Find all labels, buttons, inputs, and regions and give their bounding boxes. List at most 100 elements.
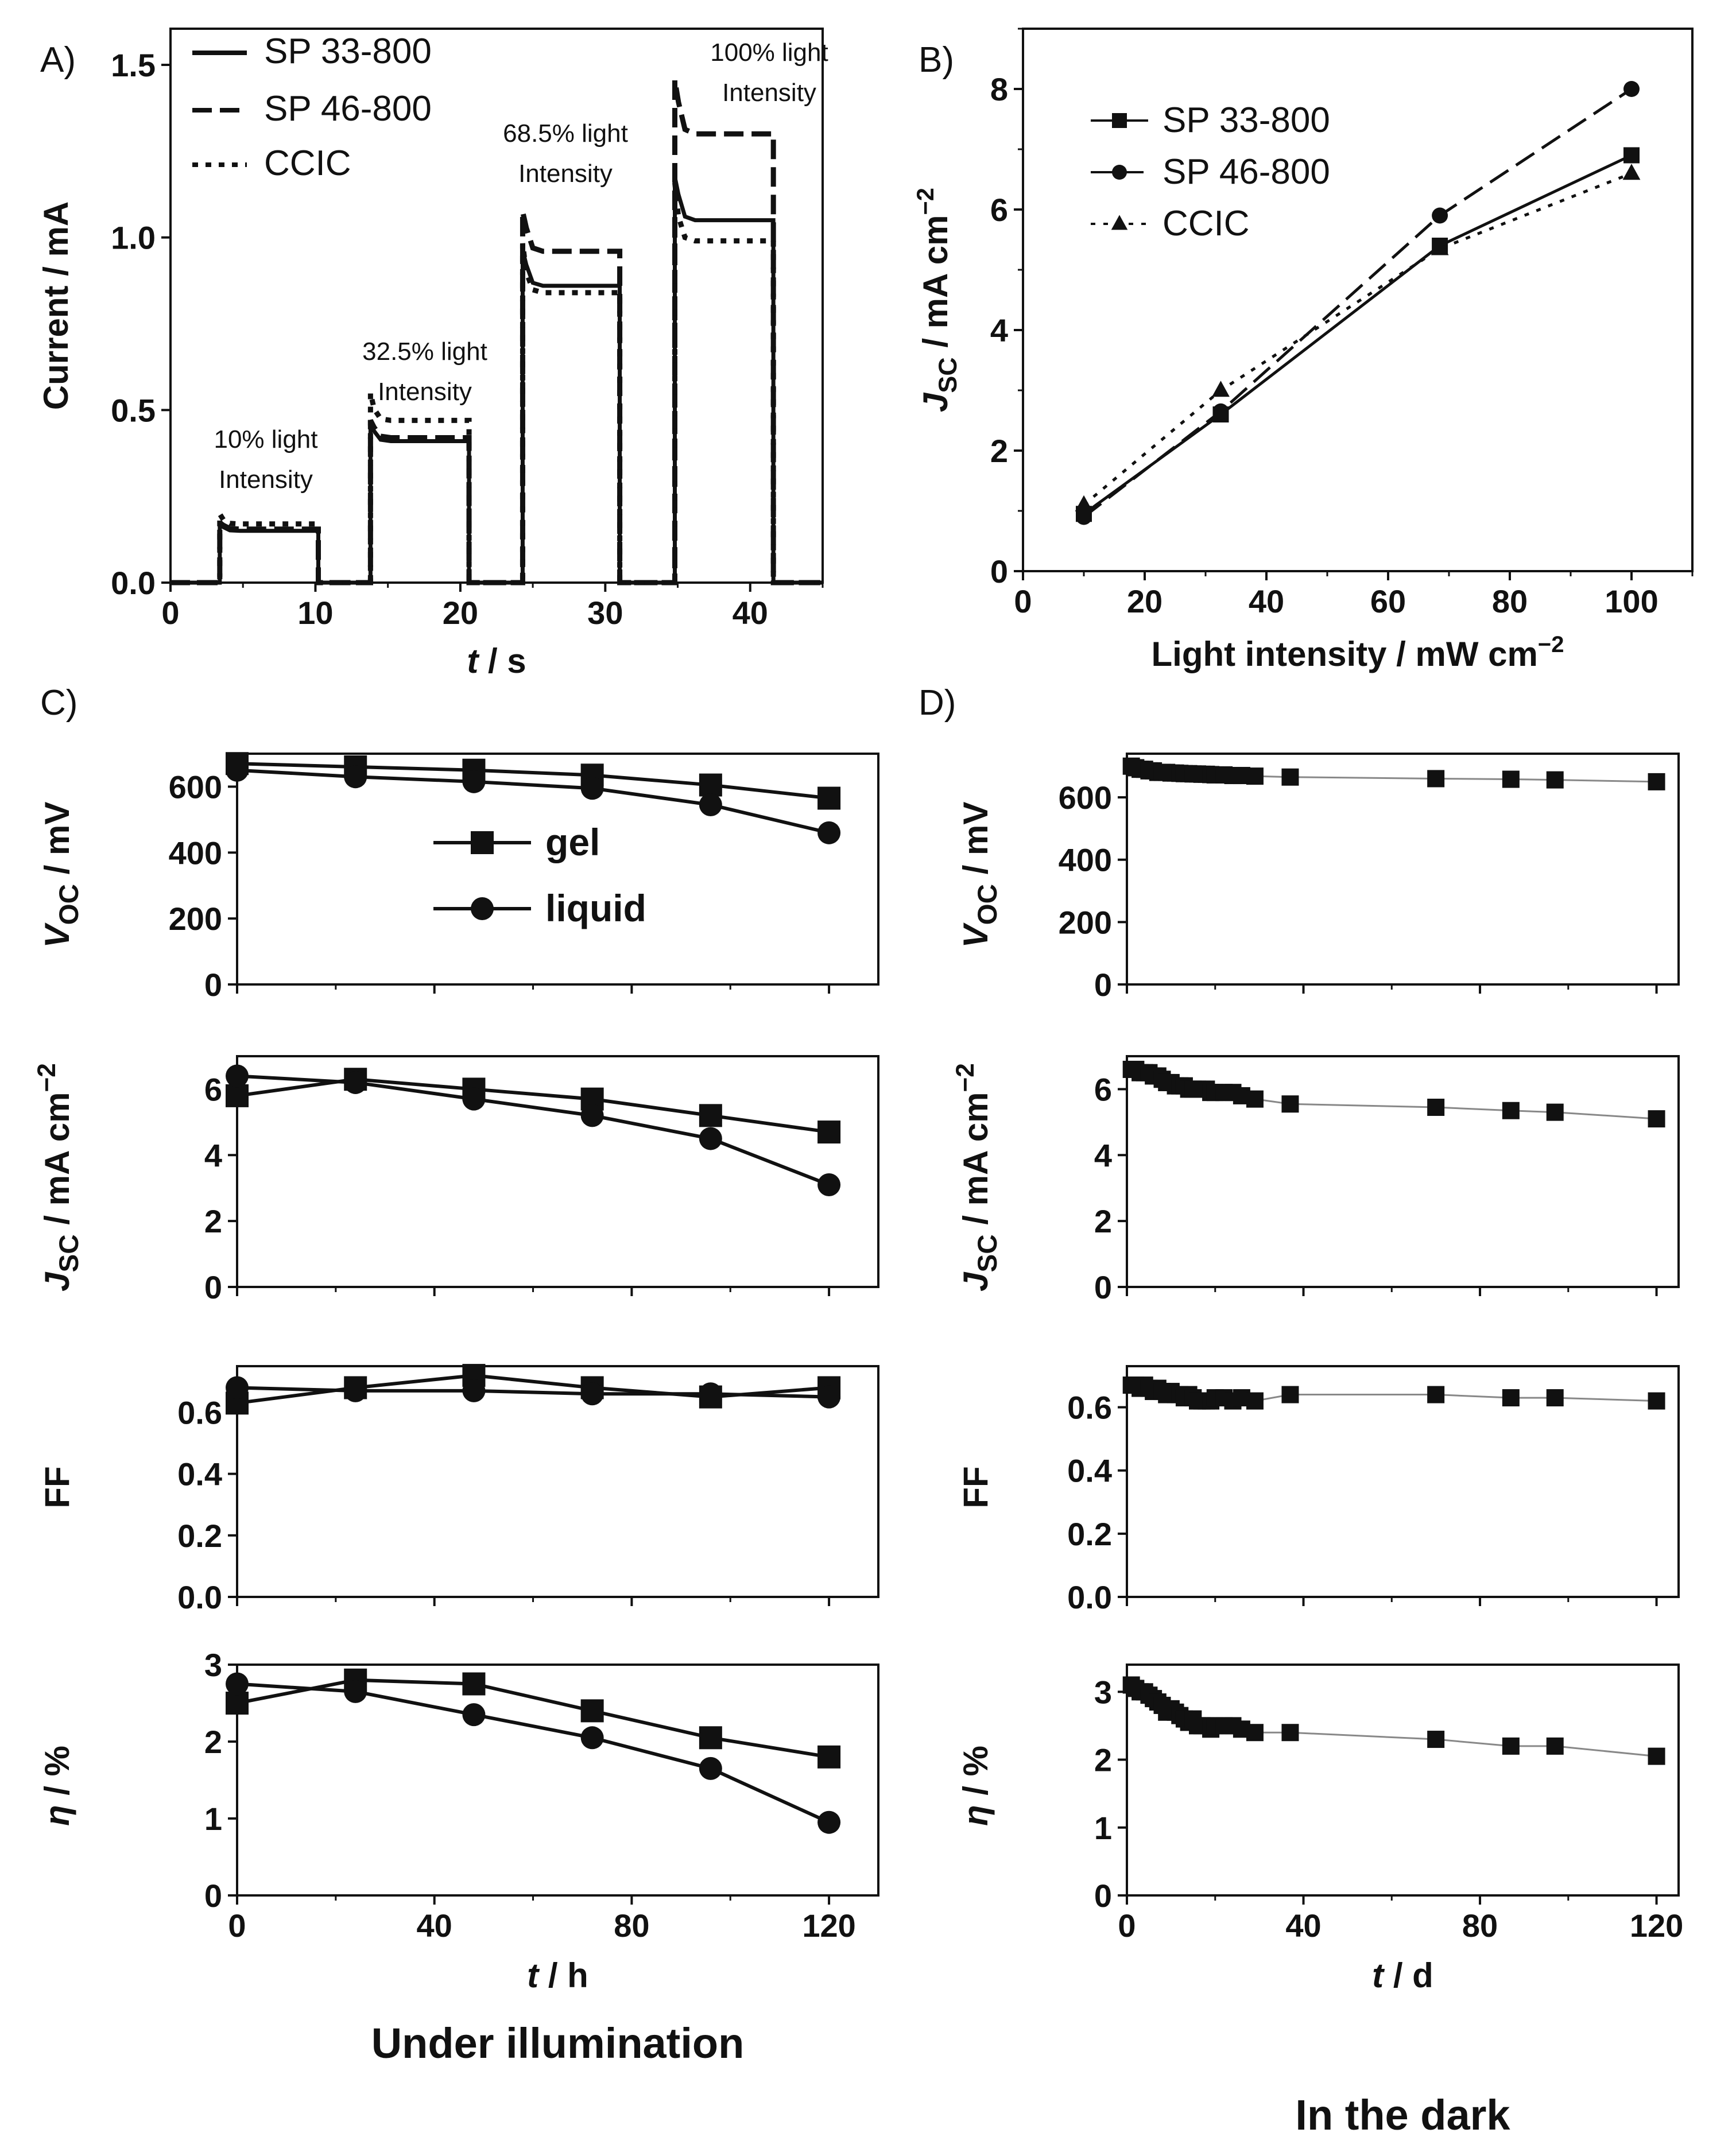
data-point <box>462 1703 486 1727</box>
panel-label: A) <box>40 40 76 80</box>
y-tick-label: 2 <box>1094 1742 1112 1778</box>
data-point <box>1246 1392 1264 1410</box>
y-axis-label: FF <box>38 1466 76 1508</box>
y-tick-label: 8 <box>990 71 1008 107</box>
x-tick-label: 80 <box>614 1907 649 1944</box>
data-point <box>226 1692 249 1715</box>
x-tick-label: 40 <box>733 595 768 631</box>
data-point <box>1648 1392 1665 1410</box>
series-line-liquid <box>237 1074 830 1186</box>
data-point <box>344 765 367 789</box>
data-point <box>699 1382 722 1406</box>
data-point <box>1075 495 1093 511</box>
data-point <box>226 758 249 782</box>
data-point <box>580 777 604 800</box>
y-tick-label: 0 <box>1094 1878 1112 1914</box>
y-tick-label: 0 <box>204 1269 222 1305</box>
caption: In the dark <box>1295 2091 1510 2139</box>
data-point <box>580 1382 604 1406</box>
y-axis-label: JSC / mA cm−2 <box>951 1063 1003 1292</box>
data-point <box>1623 81 1640 97</box>
data-point <box>817 1173 841 1196</box>
y-tick-label: 0.4 <box>1067 1453 1112 1489</box>
data-point <box>1502 1389 1520 1407</box>
data-point <box>1502 1737 1520 1755</box>
series-line-sp-46-800 <box>170 79 823 586</box>
pulse-annotation: 68.5% light <box>503 119 628 148</box>
data-point <box>1281 1386 1299 1403</box>
data-point <box>1546 1737 1564 1755</box>
data-point <box>817 1120 841 1144</box>
data-point <box>699 1104 722 1127</box>
x-tick-label: 40 <box>1249 583 1284 619</box>
pulse-annotation: Intensity <box>219 466 313 494</box>
data-point <box>1427 1099 1445 1116</box>
x-tick-label: 120 <box>802 1907 855 1944</box>
data-point <box>462 1379 486 1402</box>
y-tick-label: 0 <box>204 1878 222 1914</box>
panel-label: D) <box>919 683 956 723</box>
data-point <box>1623 147 1640 164</box>
x-axis-label: Light intensity / mW cm−2 <box>1152 632 1564 673</box>
y-tick-label: 2 <box>204 1724 222 1760</box>
y-tick-label: 0 <box>1094 967 1112 1003</box>
x-tick-label: 20 <box>1127 583 1162 619</box>
y-tick-label: 0.6 <box>177 1394 222 1430</box>
data-point <box>1546 1103 1564 1121</box>
x-tick-label: 0 <box>1014 583 1032 619</box>
plot-frame <box>1126 1365 1680 1598</box>
legend-label: CCIC <box>264 144 351 183</box>
series-line-liquid <box>237 1682 830 1824</box>
pulse-annotation: 10% light <box>214 425 317 453</box>
y-tick-label: 0.2 <box>177 1518 222 1554</box>
y-tick-label: 0.0 <box>1067 1579 1112 1615</box>
data-point <box>462 1087 486 1111</box>
data-point <box>1648 1110 1665 1128</box>
data-point <box>1212 381 1230 397</box>
x-tick-label: 80 <box>1492 583 1528 619</box>
data-point <box>817 821 841 844</box>
y-tick-label: 3 <box>204 1647 222 1683</box>
data-point <box>462 1672 486 1696</box>
y-tick-label: 200 <box>1059 904 1112 940</box>
pulse-annotation: 32.5% light <box>362 338 487 366</box>
y-tick-label: 4 <box>990 312 1008 348</box>
legend-label: SP 33-800 <box>1162 100 1330 140</box>
data-point <box>1648 773 1665 790</box>
y-axis-label: FF <box>956 1466 995 1508</box>
data-point <box>226 1376 249 1399</box>
data-point <box>699 773 722 797</box>
x-tick-label: 60 <box>1370 583 1406 619</box>
y-tick-label: 0 <box>204 967 222 1003</box>
data-point <box>699 1127 722 1150</box>
data-point <box>580 1699 604 1723</box>
y-axis-label: Current / mA <box>37 201 75 410</box>
data-point <box>817 1385 841 1409</box>
data-point <box>1427 1386 1445 1403</box>
y-axis-label: VOC / mV <box>38 802 84 948</box>
caption: Under illumination <box>371 2019 745 2067</box>
x-tick-label: 10 <box>297 595 333 631</box>
plot-frame <box>1126 1664 1680 1897</box>
y-axis-label: η / % <box>38 1746 76 1826</box>
plot-frame <box>236 1664 879 1897</box>
legend-label: SP 33-800 <box>264 32 432 71</box>
data-point <box>1246 1724 1264 1742</box>
y-tick-label: 0.6 <box>1067 1390 1112 1426</box>
legend-marker <box>1112 165 1127 180</box>
y-axis-label: JSC / mA cm−2 <box>33 1063 84 1292</box>
plot-frame <box>1126 1055 1680 1288</box>
x-axis-label: t / h <box>527 1956 588 1995</box>
data-point <box>699 1726 722 1750</box>
y-tick-label: 0.4 <box>177 1456 222 1492</box>
x-tick-label: 40 <box>417 1907 452 1944</box>
y-axis-label: η / % <box>956 1746 995 1826</box>
legend-marker <box>471 897 494 920</box>
data-point <box>1427 1731 1445 1748</box>
series-line-gel <box>237 762 830 800</box>
pulse-annotation: Intensity <box>722 79 816 107</box>
series-line-sp-33-800 <box>1083 154 1633 515</box>
data-point <box>462 770 486 793</box>
y-tick-label: 6 <box>1094 1071 1112 1107</box>
